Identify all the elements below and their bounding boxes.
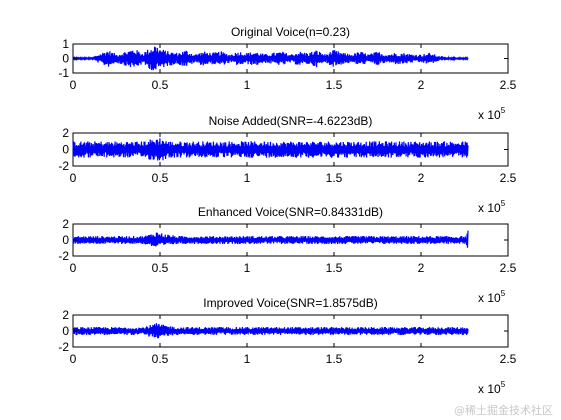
- subplot-title: Original Voice(n=0.23): [231, 25, 350, 39]
- y-tick-label: -1: [58, 66, 69, 80]
- waveform-series: [72, 46, 469, 71]
- y-tick-label: 2: [62, 126, 69, 140]
- x-tick-label: 1.5: [326, 171, 343, 185]
- y-tick-label: 2: [62, 308, 69, 322]
- y-tick-label: -2: [58, 159, 69, 173]
- x-tick-label: 0: [70, 171, 77, 185]
- x-tick-label: 0: [70, 78, 77, 92]
- x-tick-label: 1.5: [326, 78, 343, 92]
- x-tick-label: 1: [244, 78, 251, 92]
- x-tick-label: 2: [418, 261, 425, 275]
- x-multiplier-label: x 105: [478, 199, 506, 215]
- watermark-text: @稀土掘金技术社区: [454, 404, 553, 417]
- subplot-title: Enhanced Voice(SNR=0.84331dB): [198, 205, 383, 219]
- waveform-series: [72, 323, 469, 339]
- x-tick-label: 0.5: [152, 171, 169, 185]
- y-tick-label: 0: [62, 143, 69, 157]
- x-tick-label: 0.5: [152, 78, 169, 92]
- subplot-title: Noise Added(SNR=-4.6223dB): [209, 114, 373, 128]
- x-tick-label: 0.5: [152, 352, 169, 366]
- x-tick-label: 1.5: [326, 352, 343, 366]
- x-tick-label: 2.5: [500, 352, 517, 366]
- x-tick-label: 0: [70, 261, 77, 275]
- y-tick-label: -2: [58, 340, 69, 354]
- x-multiplier-label: x 105: [478, 289, 506, 305]
- x-tick-label: 0: [70, 352, 77, 366]
- x-multiplier-label: x 105: [478, 380, 506, 396]
- x-tick-label: 2.5: [500, 171, 517, 185]
- x-tick-label: 1: [244, 261, 251, 275]
- y-tick-label: 0: [62, 324, 69, 338]
- x-tick-label: 2.5: [500, 78, 517, 92]
- waveform-series: [72, 138, 469, 161]
- x-tick-label: 2: [418, 171, 425, 185]
- x-tick-label: 2.5: [500, 261, 517, 275]
- x-tick-label: 2: [418, 352, 425, 366]
- y-tick-label: -2: [58, 249, 69, 263]
- y-tick-label: 0: [62, 233, 69, 247]
- x-tick-label: 2: [418, 78, 425, 92]
- y-tick-label: 0: [62, 52, 69, 66]
- x-multiplier-label: x 105: [478, 106, 506, 122]
- x-tick-label: 1: [244, 171, 251, 185]
- subplot-title: Improved Voice(SNR=1.8575dB): [203, 296, 377, 310]
- x-tick-label: 1: [244, 352, 251, 366]
- y-tick-label: 1: [62, 37, 69, 51]
- y-tick-label: 2: [62, 217, 69, 231]
- x-tick-label: 0.5: [152, 261, 169, 275]
- waveform-series: [72, 230, 469, 248]
- x-tick-label: 1.5: [326, 261, 343, 275]
